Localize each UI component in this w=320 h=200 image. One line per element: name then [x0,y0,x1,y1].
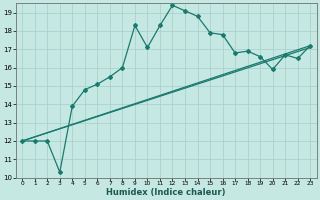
X-axis label: Humidex (Indice chaleur): Humidex (Indice chaleur) [107,188,226,197]
